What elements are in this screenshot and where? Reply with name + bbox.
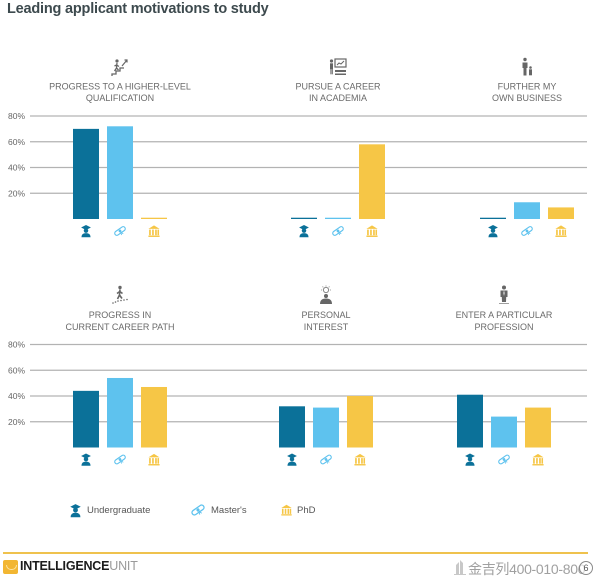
parent-child-icon xyxy=(522,57,532,76)
panel-title-line: PROGRESS IN xyxy=(89,310,152,320)
bar-phd xyxy=(525,407,551,448)
graduate-icon xyxy=(488,225,498,238)
institution-icon xyxy=(354,453,366,466)
brand-wordmark: INTELLIGENCEUNIT xyxy=(20,559,138,573)
bar-masters xyxy=(313,407,339,448)
y-tick-label: 80% xyxy=(8,340,25,350)
footer-divider xyxy=(3,552,588,554)
diploma-icon xyxy=(497,453,511,467)
panel-title-line: ENTER A PARTICULAR xyxy=(456,310,553,320)
businessman-icon xyxy=(498,285,510,304)
page-number: 6 xyxy=(579,561,593,575)
institution-icon xyxy=(148,225,160,237)
bar-phd xyxy=(359,144,385,219)
institution-icon xyxy=(148,453,160,466)
panel-title-line: PROFESSION xyxy=(474,322,533,332)
y-tick-label: 40% xyxy=(8,391,25,401)
diploma-icon xyxy=(520,225,534,238)
legend-item-phd: PhD xyxy=(280,502,315,518)
bar-phd xyxy=(141,217,167,219)
legend-label: PhD xyxy=(297,504,316,516)
panel-title-line: PURSUE A CAREER xyxy=(295,82,381,92)
y-tick-label: 20% xyxy=(8,188,25,198)
legend-label: Master's xyxy=(211,504,247,516)
page-title: Leading applicant motivations to study xyxy=(7,1,269,17)
legend-label: Undergraduate xyxy=(87,504,151,516)
graduate-icon xyxy=(465,453,475,466)
graduate-icon xyxy=(70,503,81,517)
panel-title-line: CURRENT CAREER PATH xyxy=(65,322,174,332)
bar-undergraduate xyxy=(480,217,506,219)
institution-icon xyxy=(532,453,544,466)
panel-title-line: IN ACADEMIA xyxy=(309,93,367,103)
bar-undergraduate xyxy=(279,406,305,448)
panel-title-line: FURTHER MY xyxy=(498,82,557,92)
diploma-icon xyxy=(113,225,127,238)
bar-undergraduate xyxy=(457,394,483,448)
graduate-icon xyxy=(81,453,91,466)
institution-icon xyxy=(281,504,292,516)
graduate-icon xyxy=(299,225,309,238)
y-tick-label: 60% xyxy=(8,365,25,375)
bar-masters xyxy=(325,217,351,219)
panel-title-line: PERSONAL xyxy=(301,310,350,320)
watermark-building-icon xyxy=(454,560,466,575)
bar-undergraduate xyxy=(73,390,99,448)
legend-item-masters: Master's xyxy=(189,502,247,518)
climbing-stairs-icon xyxy=(111,58,128,77)
panel-current-career-path: PROGRESS IN CURRENT CAREER PATH xyxy=(65,285,175,467)
panel-title-line: OWN BUSINESS xyxy=(492,93,562,103)
diploma-icon xyxy=(319,453,333,467)
bar-phd xyxy=(347,396,373,448)
bar-masters xyxy=(107,377,133,448)
diploma-icon xyxy=(331,225,345,238)
panel-personal-interest: PERSONAL INTEREST xyxy=(279,285,373,467)
bar-phd xyxy=(548,207,574,219)
bar-masters xyxy=(491,416,517,448)
y-tick-label: 80% xyxy=(8,111,25,121)
institution-icon xyxy=(555,225,567,237)
bar-undergraduate xyxy=(291,217,317,219)
watermark-text: 金吉列400-010-800 xyxy=(468,561,586,577)
panel-title-line: QUALIFICATION xyxy=(86,93,154,103)
bar-masters xyxy=(514,202,540,219)
lightbulb-person-icon xyxy=(319,285,333,305)
diploma-icon xyxy=(113,453,127,467)
walking-steps-icon xyxy=(111,285,129,305)
bar-undergraduate xyxy=(73,128,99,219)
bar-phd xyxy=(141,386,167,448)
presenter-board-icon xyxy=(329,58,347,76)
graduate-icon xyxy=(81,225,91,238)
brand-bold: INTELLIGENCE xyxy=(20,559,110,573)
brand-light: UNIT xyxy=(109,559,138,573)
institution-icon xyxy=(366,225,378,237)
graduate-icon xyxy=(287,453,297,466)
intelligence-unit-logo-icon xyxy=(3,560,18,574)
legend-item-undergraduate: Undergraduate xyxy=(68,502,150,518)
panel-title-line: INTEREST xyxy=(304,322,349,332)
y-tick-label: 60% xyxy=(8,137,25,147)
y-tick-label: 40% xyxy=(8,163,25,173)
panel-particular-profession: ENTER A PARTICULAR PROFESSION xyxy=(456,285,553,467)
y-tick-label: 20% xyxy=(8,417,25,427)
bar-masters xyxy=(107,126,133,219)
diploma-icon xyxy=(190,503,207,518)
panel-title-line: PROGRESS TO A HIGHER-LEVEL xyxy=(49,82,191,92)
